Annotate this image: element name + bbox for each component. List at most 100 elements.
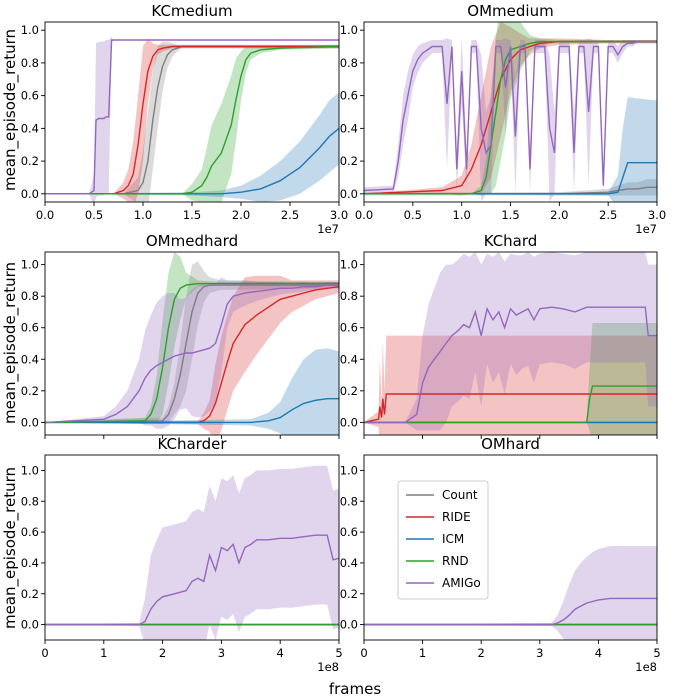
- y-tick-label: 0.8: [21, 56, 39, 70]
- legend-frame: [397, 480, 489, 600]
- y-tick-label: 0.0: [340, 415, 358, 429]
- axes-frame: [363, 454, 658, 641]
- y-tick-label: 1.0: [21, 258, 39, 272]
- y-tick-label: 0.2: [340, 587, 358, 601]
- y-tick-label: 0.4: [340, 121, 358, 135]
- y-tick-label: 0.0: [21, 187, 39, 201]
- x-tick-label: 1.5: [501, 208, 519, 222]
- x-tick-label: 0.0: [355, 208, 373, 222]
- plot-area: [45, 465, 339, 640]
- x-tick-label: 1.0: [453, 208, 471, 222]
- line-AMIGo: [45, 39, 339, 195]
- y-tick-label: 0.8: [340, 494, 358, 508]
- x-tick-label: 0: [360, 646, 367, 660]
- x-tick-label: 0.0: [36, 208, 54, 222]
- y-tick-label: 0.2: [340, 384, 358, 398]
- band-Count: [45, 261, 339, 424]
- y-axis-label: mean_episode_return: [1, 262, 20, 424]
- line-AMIGo: [364, 597, 657, 626]
- x-tick-label: 2.0: [550, 208, 568, 222]
- axes-frame: [44, 251, 340, 436]
- line-ICM: [45, 398, 339, 424]
- line-RIDE: [45, 45, 339, 195]
- panel-KChard: 0.0 0.2 0.4 0.6 0.8 1.0 KChard: [340, 232, 658, 439]
- y-tick-label: 0.8: [340, 289, 358, 303]
- y-tick-label: 0.2: [340, 154, 358, 168]
- line-ICM: [364, 161, 657, 195]
- band-Count: [364, 179, 657, 196]
- y-axis-label: mean_episode_return: [1, 29, 20, 191]
- y-tick-label: 0.4: [340, 352, 358, 366]
- line-AMIGo: [364, 306, 657, 424]
- y-tick-label: 0.4: [21, 556, 39, 570]
- legend-label-AMIGo: AMIGo: [442, 576, 481, 590]
- x-tick-label: 0.5: [404, 208, 422, 222]
- panel-title: OMhard: [481, 435, 540, 453]
- y-tick-label: 0.8: [21, 494, 39, 508]
- x-tick-label: 2: [159, 646, 166, 660]
- y-tick-label: 1.0: [340, 258, 358, 272]
- panel-title: OMmedium: [467, 2, 553, 20]
- y-tick-label: 1.0: [340, 23, 358, 37]
- y-tick-label: 0.6: [21, 89, 39, 103]
- y-tick-label: 0.4: [21, 121, 39, 135]
- x-tick-label: 3: [536, 646, 543, 660]
- band-AMIGo: [364, 546, 657, 640]
- axes-frame: [363, 251, 658, 436]
- x-tick-label: 2.0: [232, 208, 250, 222]
- x-tick-label: 5: [653, 646, 660, 660]
- legend-label-ICM: ICM: [442, 532, 464, 546]
- line-RIDE: [45, 286, 339, 424]
- panel-title: KChard: [484, 232, 538, 250]
- y-tick-label: 0.0: [21, 618, 39, 632]
- x-tick-label: 2: [478, 646, 485, 660]
- y-axis-label: mean_episode_return: [1, 467, 20, 629]
- y-tick-label: 1.0: [21, 463, 39, 477]
- y-tick-label: 0.2: [21, 384, 39, 398]
- line-RND: [364, 385, 657, 424]
- line-AMIGo: [45, 534, 339, 626]
- legend: Count RIDE ICM RND AMIGo: [397, 480, 489, 600]
- x-tick-label: 3: [218, 646, 225, 660]
- band-ICM: [45, 348, 339, 435]
- band-RND: [364, 323, 657, 435]
- legend-label-RIDE: RIDE: [442, 510, 471, 524]
- x-tick-label: 4: [595, 646, 602, 660]
- y-tick-label: 1.0: [340, 463, 358, 477]
- x-tick-label: 0.5: [85, 208, 103, 222]
- y-tick-label: 0.0: [340, 187, 358, 201]
- x-multiplier: 1e8: [635, 660, 657, 674]
- line-Count: [45, 284, 339, 424]
- y-tick-label: 0.6: [21, 321, 39, 335]
- x-tick-label: 1: [100, 646, 107, 660]
- panel-title: KCharder: [157, 435, 227, 453]
- band-ICM: [45, 92, 339, 202]
- y-tick-label: 0.2: [21, 587, 39, 601]
- line-ICM: [45, 127, 339, 195]
- band-RIDE: [45, 275, 339, 435]
- x-multiplier: 1e7: [635, 222, 657, 236]
- line-RND: [45, 282, 339, 424]
- y-tick-label: 0.6: [340, 89, 358, 103]
- panel-KCmedium: 0.0 0.2 0.4 0.6 0.8 1.0 0.0 0.5 1.0 1.5 2.0 2.5 3.01…: [21, 2, 348, 236]
- x-multiplier: 1e8: [317, 660, 339, 674]
- y-tick-label: 0.6: [340, 321, 358, 335]
- y-tick-label: 0.0: [21, 415, 39, 429]
- x-tick-label: 1.0: [134, 208, 152, 222]
- x-tick-label: 3.0: [648, 208, 666, 222]
- x-tick-label: 1.5: [183, 208, 201, 222]
- y-tick-label: 0.2: [21, 154, 39, 168]
- x-axis-label: frames: [329, 680, 381, 698]
- plot-area: [364, 252, 657, 435]
- band-AMIGo: [45, 36, 339, 202]
- legend-label-Count: Count: [442, 488, 478, 502]
- y-tick-label: 0.6: [21, 525, 39, 539]
- plot-area: [364, 22, 657, 202]
- x-tick-label: 4: [277, 646, 284, 660]
- legend-label-RND: RND: [442, 554, 469, 568]
- x-tick-label: 5: [335, 646, 342, 660]
- line-AMIGo: [45, 284, 339, 424]
